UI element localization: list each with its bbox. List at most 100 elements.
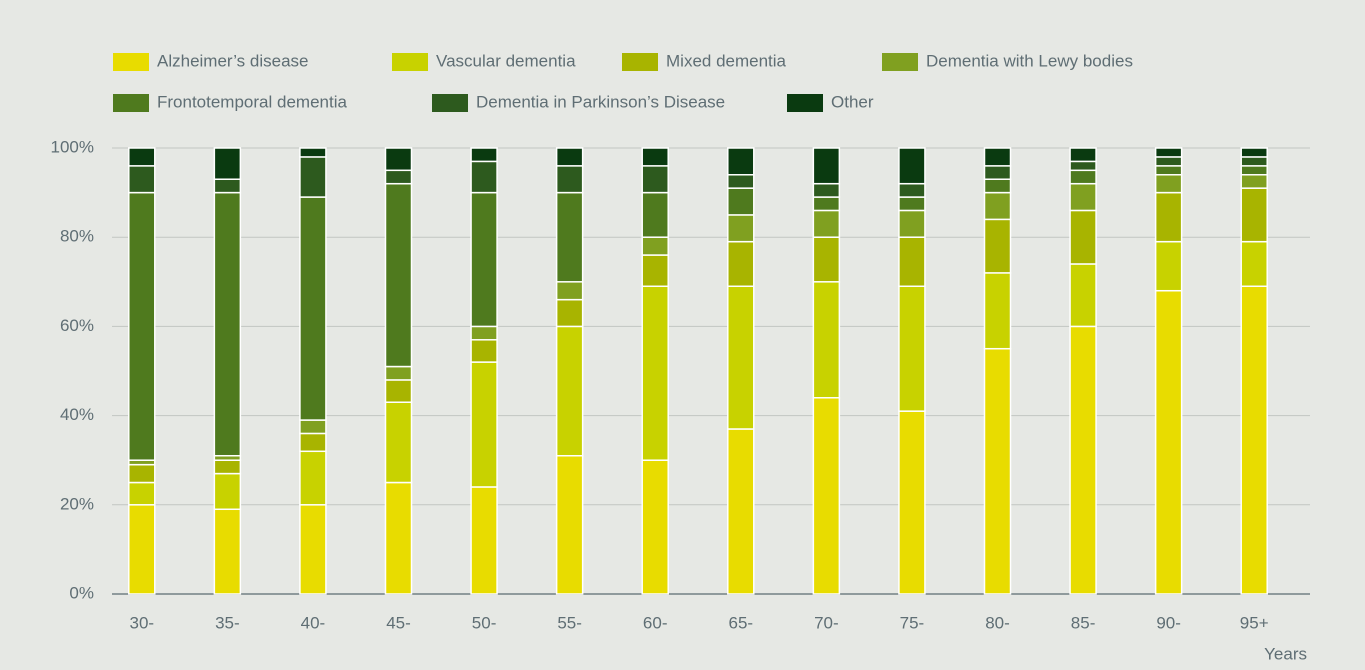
bar-segment: [1069, 325, 1097, 595]
y-tick-label: 80%: [60, 227, 94, 246]
bar-segment: [555, 147, 584, 167]
bar-segment: [983, 218, 1012, 274]
bar-segment: [1069, 182, 1097, 212]
bar-segment: [983, 178, 1012, 194]
bar-segment: [1154, 174, 1183, 194]
bar-segment: [384, 481, 413, 595]
bar-segment: [641, 236, 669, 256]
x-tick-label: 80-: [985, 613, 1010, 632]
legend-label: Frontotemporal dementia: [157, 92, 347, 111]
bar-segment: [1069, 263, 1097, 328]
bar-segment: [898, 196, 926, 212]
legend-swatch: [113, 53, 149, 71]
bar-segment: [299, 450, 327, 506]
x-axis-label: Years: [1264, 644, 1307, 663]
legend-label: Alzheimer’s disease: [157, 51, 309, 70]
bar-segment: [128, 147, 156, 167]
bar-segment: [812, 209, 841, 238]
bar-segment: [812, 182, 841, 198]
bar-segment: [470, 147, 498, 163]
bar-segment: [555, 165, 584, 194]
bar-segment: [128, 191, 156, 461]
bar-segment: [983, 165, 1012, 180]
bar-segment: [128, 463, 156, 484]
bar-segment: [983, 191, 1012, 221]
bar-segment: [299, 504, 327, 595]
bar-segment: [1240, 285, 1268, 595]
bar-segment: [1240, 240, 1268, 288]
bar-segment: [384, 147, 413, 172]
bar-segment: [555, 298, 584, 328]
x-tick-label: 45-: [386, 613, 411, 632]
bar-segment: [1154, 289, 1183, 595]
bar-segment: [727, 240, 755, 288]
bar-segment: [641, 191, 669, 238]
legend-swatch: [432, 94, 468, 112]
legend-label: Dementia with Lewy bodies: [926, 51, 1133, 70]
bar-segment: [213, 191, 242, 457]
bar-segment: [128, 481, 156, 506]
bar-segment: [641, 147, 669, 167]
legend-label: Vascular dementia: [436, 51, 576, 70]
bar-segment: [555, 281, 584, 301]
legend-label: Dementia in Parkinson’s Disease: [476, 92, 725, 111]
legend-label: Other: [831, 92, 874, 111]
bar-segment: [384, 182, 413, 368]
bar-segment: [213, 459, 242, 475]
legend-swatch: [622, 53, 658, 71]
legend-swatch: [113, 94, 149, 112]
legend-swatch: [787, 94, 823, 112]
legend-swatch: [392, 53, 428, 71]
bar-segment: [213, 508, 242, 595]
bar-segment: [384, 169, 413, 185]
bar-segment: [470, 486, 498, 595]
bar-segment: [641, 285, 669, 461]
bar-segment: [983, 272, 1012, 350]
bar-segment: [1069, 169, 1097, 185]
bar-segment: [1240, 187, 1268, 243]
bar-segment: [299, 432, 327, 453]
bar-segment: [1069, 160, 1097, 172]
bar-segment: [213, 178, 242, 194]
bar-segment: [470, 191, 498, 328]
bar-segment: [1240, 156, 1268, 167]
bar-segment: [470, 339, 498, 363]
bar-segment: [812, 236, 841, 283]
bar-segment: [898, 182, 926, 198]
bar-segment: [641, 459, 669, 595]
y-tick-label: 20%: [60, 494, 94, 513]
x-tick-label: 30-: [129, 613, 154, 632]
bar-segment: [641, 165, 669, 194]
bar-segment: [983, 347, 1012, 595]
bar-segment: [555, 191, 584, 283]
legend-label: Mixed dementia: [666, 51, 787, 70]
legend-swatch: [882, 53, 918, 71]
x-tick-label: 50-: [472, 613, 497, 632]
bar-segment: [812, 397, 841, 595]
y-tick-label: 0%: [69, 583, 94, 602]
y-tick-label: 40%: [60, 405, 94, 424]
bar-segment: [898, 147, 926, 185]
bar-segment: [470, 325, 498, 341]
bar-segment: [727, 428, 755, 595]
bar-segment: [555, 454, 584, 595]
bar-segment: [812, 147, 841, 185]
bar-segment: [299, 196, 327, 421]
bar-segment: [1240, 147, 1268, 158]
bar-segment: [812, 281, 841, 399]
bar-segment: [727, 187, 755, 216]
bar-segment: [641, 254, 669, 288]
x-tick-label: 40-: [301, 613, 326, 632]
bar-segment: [727, 285, 755, 430]
x-tick-label: 70-: [814, 613, 839, 632]
bar-segment: [812, 196, 841, 212]
bar-segment: [1069, 147, 1097, 163]
bar-segment: [213, 472, 242, 511]
bar-segment: [128, 504, 156, 595]
bar-segment: [983, 147, 1012, 167]
bar-segment: [213, 147, 242, 180]
bar-segment: [1069, 209, 1097, 265]
bar-segment: [727, 147, 755, 176]
bar-segment: [1154, 191, 1183, 243]
